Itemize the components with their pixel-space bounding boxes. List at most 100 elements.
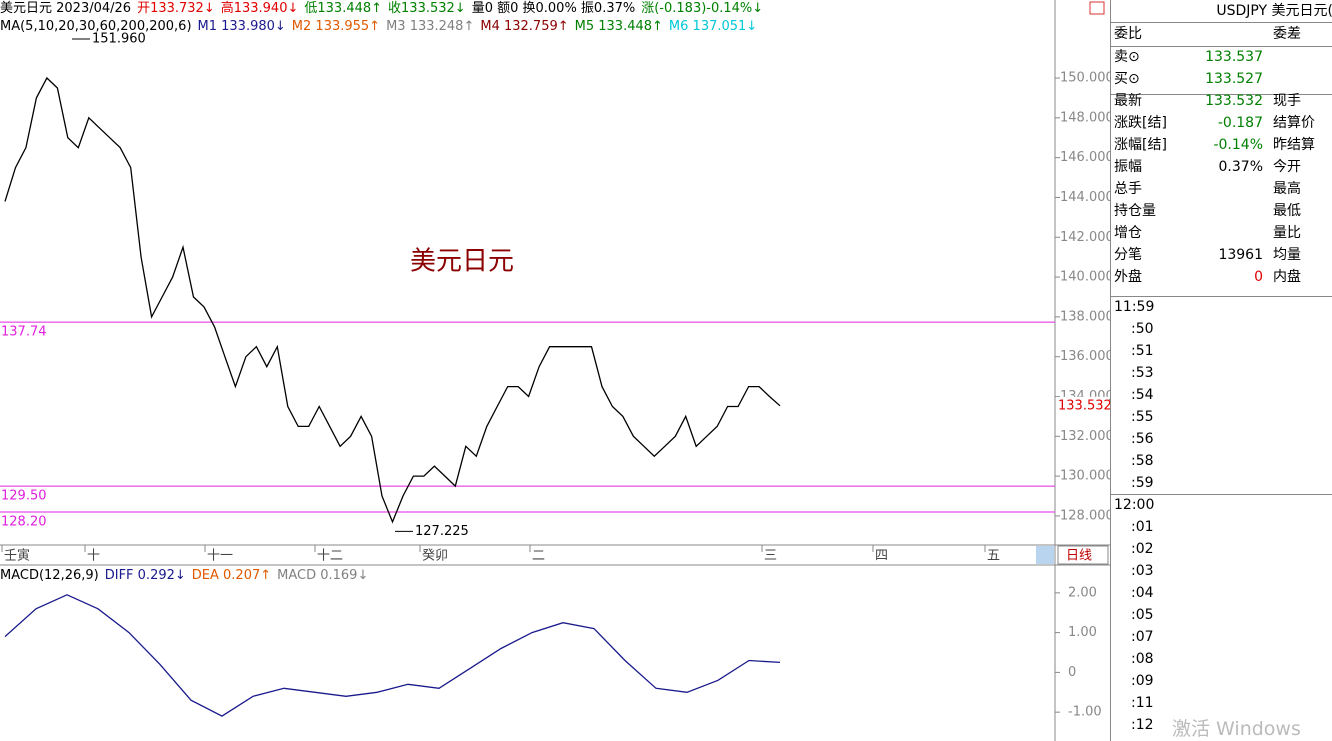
time-label: :09 bbox=[1131, 673, 1154, 689]
date-label: 十二 bbox=[317, 549, 343, 564]
row-label: 持仓量 bbox=[1114, 203, 1156, 219]
y-tick-label: 142.000 bbox=[1060, 230, 1110, 245]
row-label: 委差 bbox=[1273, 26, 1301, 42]
quote-row: 振幅 0.37% 今开 bbox=[1111, 156, 1332, 178]
row-value: 133.532 bbox=[1205, 93, 1263, 109]
time-label: :08 bbox=[1131, 651, 1154, 667]
y-tick-label: 0 bbox=[1068, 665, 1076, 680]
row-label: 内盘 bbox=[1273, 269, 1301, 285]
header-item: M5 133.448↑ bbox=[574, 19, 663, 34]
date-label: 四 bbox=[875, 549, 888, 564]
time-label: :11 bbox=[1131, 695, 1154, 711]
time-label: :03 bbox=[1131, 563, 1154, 579]
time-label: :54 bbox=[1131, 387, 1154, 403]
ma-header: MA(5,10,20,30,60,200,200,6) M1 133.980↓ M2… bbox=[0, 18, 763, 36]
price-line bbox=[4, 594, 781, 717]
quote-row: 增仓 量比 bbox=[1111, 222, 1332, 244]
row-value: 0.37% bbox=[1218, 159, 1263, 175]
last-price-label: 133.532 bbox=[1058, 398, 1110, 413]
tick-time: :01 bbox=[1111, 516, 1332, 538]
tick-time: :11 bbox=[1111, 692, 1332, 714]
macd-header: MACD(12,26,9) DIFF 0.292↓ DEA 0.207↑ MACD 0… bbox=[0, 567, 374, 585]
y-tick-label: 138.000 bbox=[1060, 309, 1110, 324]
tick-time: 12:00 bbox=[1111, 494, 1332, 516]
row-label: 委比 bbox=[1114, 26, 1142, 42]
tick-time: :54 bbox=[1111, 384, 1332, 406]
row-label: 外盘 bbox=[1114, 269, 1142, 285]
y-tick-label: 128.000 bbox=[1060, 508, 1110, 523]
header-item: 高133.940↓ bbox=[220, 1, 299, 16]
y-tick-label: 130.000 bbox=[1060, 469, 1110, 484]
window-button[interactable] bbox=[1089, 1, 1105, 15]
header-item: 开133.732↓ bbox=[137, 1, 215, 16]
quote-header: 美元日元 2023/04/26 开133.732↓ 高133.940↓ 低133.44… bbox=[0, 0, 769, 18]
row-label: 总手 bbox=[1114, 181, 1142, 197]
date-label: 五 bbox=[987, 549, 1000, 564]
tick-time: :58 bbox=[1111, 450, 1332, 472]
header-item: 涨(-0.183)-0.14%↓ bbox=[641, 1, 764, 16]
date-label: 三 bbox=[764, 549, 777, 564]
row-label: 昨结算 bbox=[1273, 137, 1315, 153]
row-label: 分笔 bbox=[1114, 247, 1142, 263]
row-label: 最高 bbox=[1273, 181, 1301, 197]
row-label: 增仓 bbox=[1114, 225, 1142, 241]
row-label: 均量 bbox=[1273, 247, 1301, 263]
time-label: :01 bbox=[1131, 519, 1154, 535]
quote-row: 涨跌[结] -0.187 结算价 bbox=[1111, 112, 1332, 134]
date-label: 癸卯 bbox=[422, 549, 448, 564]
level-label: 128.20 bbox=[1, 514, 47, 529]
row-label: 涨幅[结] bbox=[1114, 137, 1167, 153]
y-tick-label: 146.000 bbox=[1060, 150, 1110, 165]
row-label: 最新 bbox=[1114, 93, 1142, 109]
level-label: 137.74 bbox=[1, 325, 47, 340]
y-tick-label: 144.000 bbox=[1060, 190, 1110, 205]
tick-time: :04 bbox=[1111, 582, 1332, 604]
header-item: M2 133.955↑ bbox=[291, 19, 381, 34]
period-tab[interactable] bbox=[1057, 545, 1109, 565]
header-item: MACD(12,26,9) bbox=[0, 568, 99, 583]
divider bbox=[1111, 46, 1332, 47]
tick-time: :53 bbox=[1111, 362, 1332, 384]
divider bbox=[1111, 296, 1332, 297]
quote-row: 外盘 0 内盘 bbox=[1111, 266, 1332, 288]
header-item: M3 133.248↑ bbox=[386, 19, 475, 34]
y-tick-label: 132.000 bbox=[1060, 429, 1110, 444]
tick-time: :07 bbox=[1111, 626, 1332, 648]
period-label: 日线 bbox=[1066, 549, 1092, 564]
quote-row: 买⊙ 133.527 bbox=[1111, 68, 1332, 90]
row-value: 133.527 bbox=[1205, 71, 1263, 87]
tick-time: :55 bbox=[1111, 406, 1332, 428]
panel-title: USDJPY 美元日元( bbox=[1111, 0, 1332, 22]
header-item: M4 132.759↑ bbox=[480, 19, 569, 34]
date-label: 十 bbox=[87, 549, 100, 564]
row-value: 13961 bbox=[1218, 247, 1263, 263]
y-tick-label: 136.000 bbox=[1060, 349, 1110, 364]
tick-time: :50 bbox=[1111, 318, 1332, 340]
quote-row: 委比 委差 bbox=[1111, 23, 1332, 45]
row-value: 133.537 bbox=[1205, 49, 1263, 65]
divider bbox=[1111, 494, 1332, 495]
quote-row: 总手 最高 bbox=[1111, 178, 1332, 200]
header-item: M6 137.051↓ bbox=[668, 19, 758, 34]
y-tick-label: 2.00 bbox=[1068, 585, 1097, 600]
header-item: MACD 0.169↓ bbox=[277, 568, 369, 583]
row-value: 0 bbox=[1254, 269, 1263, 285]
time-label: :55 bbox=[1131, 409, 1154, 425]
time-label: 11:59 bbox=[1114, 299, 1155, 315]
scroll-button[interactable] bbox=[1036, 546, 1054, 564]
time-label: :12 bbox=[1131, 717, 1154, 733]
y-tick-label: 140.000 bbox=[1060, 270, 1110, 285]
time-label: :50 bbox=[1131, 321, 1154, 337]
row-label: 振幅 bbox=[1114, 159, 1142, 175]
header-item: 量0 额0 换0.00% 振0.37% bbox=[471, 1, 636, 16]
header-item: 收133.532↓ bbox=[388, 1, 466, 16]
row-label: 买⊙ bbox=[1114, 71, 1140, 87]
date-label: 十一 bbox=[207, 549, 233, 564]
header-item: MA(5,10,20,30,60,200,200,6) bbox=[0, 19, 192, 34]
panel-title-text: USDJPY 美元日元( bbox=[1216, 3, 1332, 19]
row-value: -0.14% bbox=[1213, 137, 1263, 153]
chart-title: 美元日元 bbox=[410, 247, 514, 277]
time-label: :53 bbox=[1131, 365, 1154, 381]
tick-time: :59 bbox=[1111, 472, 1332, 494]
